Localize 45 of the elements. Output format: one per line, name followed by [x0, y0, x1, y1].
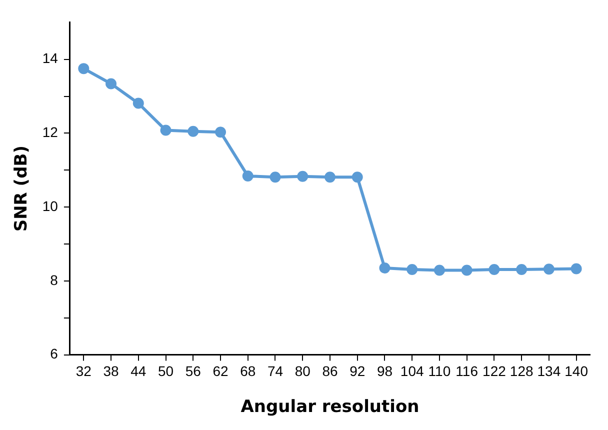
x-tick-label: 110: [428, 363, 451, 380]
point: [242, 170, 254, 182]
point: [434, 264, 445, 276]
x-tick-label: 134: [537, 363, 561, 380]
x-tick-label: 32: [76, 363, 92, 380]
y-tick-label: 6: [50, 346, 58, 362]
point: [188, 126, 199, 137]
point: [270, 172, 281, 183]
x-tick-label: 44: [130, 363, 146, 380]
y-tick-label: 12: [42, 124, 58, 140]
x-tick-label: 98: [376, 363, 393, 380]
point: [379, 262, 390, 274]
y-axis-title: SNR (dB): [12, 146, 32, 232]
point: [78, 63, 90, 74]
x-tick-label: 74: [267, 363, 284, 380]
x-tick-label: 68: [240, 363, 256, 380]
x-tick-label: 92: [350, 363, 366, 380]
point: [461, 264, 472, 276]
x-tick-label: 38: [103, 363, 120, 380]
x-tick-label: 128: [510, 363, 534, 380]
point: [106, 78, 117, 90]
point: [516, 264, 528, 275]
x-tick-label: 86: [322, 363, 338, 380]
point: [160, 124, 172, 136]
y-tick-label: 10: [42, 198, 58, 214]
point: [406, 264, 418, 275]
point: [297, 170, 308, 182]
point: [543, 264, 554, 275]
point: [352, 172, 363, 183]
y-tick-label: 14: [42, 50, 58, 66]
x-tick-label: 62: [212, 363, 229, 380]
point: [215, 126, 226, 138]
point: [488, 264, 500, 275]
x-tick-label: 116: [456, 363, 478, 380]
point: [324, 172, 336, 183]
x-tick-label: 104: [400, 363, 424, 380]
point: [570, 263, 582, 274]
x-axis-title: Angular resolution: [240, 397, 420, 418]
x-tick-label: 80: [294, 363, 311, 380]
x-tick-label: 56: [185, 363, 202, 380]
x-tick-label: 140: [564, 363, 588, 380]
y-tick-label: 8: [50, 272, 58, 288]
point: [132, 98, 144, 109]
x-tick-label: 122: [482, 363, 506, 380]
x-tick-label: 50: [158, 363, 174, 380]
